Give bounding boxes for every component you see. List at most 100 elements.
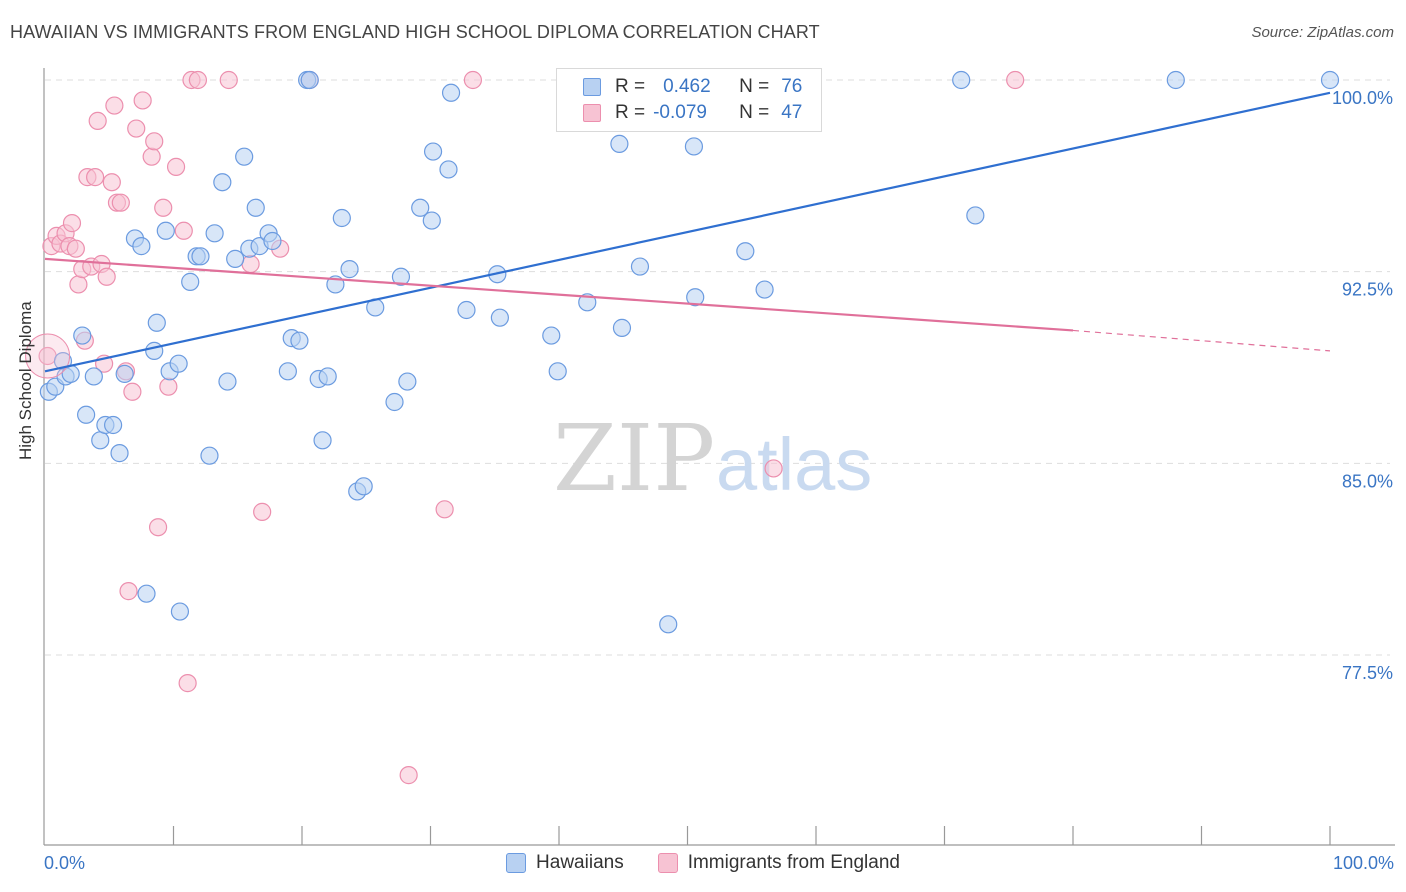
england-point	[148, 518, 168, 537]
england-point	[133, 91, 152, 110]
hawaiians-trend-line	[44, 91, 1331, 373]
hawaiians-point	[1166, 70, 1185, 90]
england-point	[86, 168, 105, 187]
watermark: ZIP atlas	[553, 405, 872, 512]
england-point	[142, 147, 161, 166]
england-point	[159, 377, 178, 396]
correlation-legend: R = 0.462 N = 76 R = -0.079 N = 47	[556, 68, 822, 132]
watermark-zip: ZIP	[553, 405, 715, 512]
hawaiians-point	[548, 362, 567, 381]
england-point	[435, 500, 454, 519]
hawaiians-point	[422, 211, 441, 230]
hawaiians-point	[578, 293, 597, 312]
hawaiians-point	[205, 224, 224, 243]
england-point	[62, 214, 82, 233]
hawaiians-point	[736, 242, 755, 261]
legend-n-value: 76	[781, 76, 803, 97]
england-point	[102, 173, 121, 192]
hawaiians-point	[411, 198, 430, 217]
hawaiians-point	[391, 267, 411, 286]
legend-swatch-hawaiians	[506, 853, 527, 873]
hawaiians-point	[542, 326, 561, 345]
hawaiians-point	[340, 260, 359, 279]
y-tick-labels: 77.5% 85.0% 92.5% 100.0%	[1332, 88, 1393, 683]
y-axis-title: High School Diploma	[16, 301, 35, 460]
y-tick-label: 77.5%	[1342, 663, 1393, 683]
source-label: Source: ZipAtlas.com	[1251, 24, 1394, 41]
england-point	[253, 502, 272, 521]
england-point	[764, 459, 783, 478]
hawaiians-point	[213, 173, 232, 192]
hawaiians-point	[218, 372, 237, 391]
england-point	[241, 254, 260, 274]
hawaiians-point	[84, 367, 103, 386]
hawaiians-point	[147, 313, 166, 332]
england-point	[119, 582, 138, 601]
legend-r-value: -0.079	[653, 102, 707, 123]
hawaiians-point	[439, 160, 458, 179]
hawaiians-point	[181, 272, 200, 291]
hawaiians-point	[278, 362, 297, 381]
gridlines	[45, 79, 1390, 656]
legend-r-value: 0.462	[663, 76, 711, 97]
england-point	[174, 221, 193, 240]
hawaiians-point	[441, 83, 461, 102]
legend-item-hawaiians: Hawaiians	[506, 852, 624, 874]
hawaiians-point	[246, 198, 265, 217]
hawaiians-point	[490, 308, 509, 327]
axes	[43, 68, 1395, 846]
hawaiians-point	[263, 231, 282, 251]
hawaiians-point	[170, 602, 190, 621]
legend-swatch-england	[583, 104, 601, 122]
hawaiians-point	[104, 415, 123, 435]
hawaiians-point	[132, 237, 151, 256]
legend-swatch-hawaiians	[583, 78, 601, 96]
hawaiians-point	[610, 134, 629, 153]
england-point	[69, 275, 88, 294]
legend-n-label: N =	[739, 76, 770, 97]
hawaiians-point	[156, 221, 175, 240]
hawaiians-point	[73, 326, 92, 345]
data-points	[25, 70, 1340, 785]
england-point	[178, 674, 197, 693]
hawaiians-point	[191, 247, 210, 266]
watermark-atlas: atlas	[716, 423, 872, 506]
hawaiians-point	[354, 477, 373, 496]
x-tick-label-min: 0.0%	[44, 853, 86, 873]
hawaiians-point	[952, 70, 971, 90]
hawaiians-point	[686, 288, 705, 307]
hawaiians-point	[1320, 70, 1340, 90]
hawaiians-point	[235, 147, 254, 166]
hawaiians-point	[226, 249, 245, 268]
hawaiians-point	[145, 341, 164, 360]
england-point	[123, 382, 142, 401]
legend-n-value: 47	[781, 102, 803, 123]
england-trend-line	[44, 257, 1074, 332]
legend-n-label: N =	[739, 102, 770, 123]
hawaiians-point	[313, 431, 332, 450]
hawaiians-point	[684, 137, 704, 156]
england-trend-extension	[1072, 329, 1331, 352]
trend-lines	[44, 91, 1331, 373]
england-point	[463, 70, 483, 90]
y-tick-label: 92.5%	[1342, 280, 1393, 300]
y-tick-label: 85.0%	[1342, 471, 1393, 491]
hawaiians-point	[290, 331, 309, 350]
hawaiians-point	[398, 372, 417, 391]
england-point	[145, 132, 164, 151]
legend-label-hawaiians: Hawaiians	[536, 852, 624, 873]
england-point	[97, 267, 116, 286]
hawaiians-point	[91, 431, 110, 450]
england-point	[127, 119, 146, 138]
legend-label-england: Immigrants from England	[687, 852, 900, 873]
england-point	[111, 193, 130, 212]
england-point	[1006, 70, 1025, 90]
england-point	[66, 239, 85, 258]
england-point	[105, 96, 124, 115]
hawaiians-point	[630, 257, 650, 276]
hawaiians-point	[755, 280, 774, 299]
legend-r-label: R =	[615, 76, 646, 97]
england-point	[399, 766, 418, 785]
hawaiians-point	[966, 206, 985, 225]
